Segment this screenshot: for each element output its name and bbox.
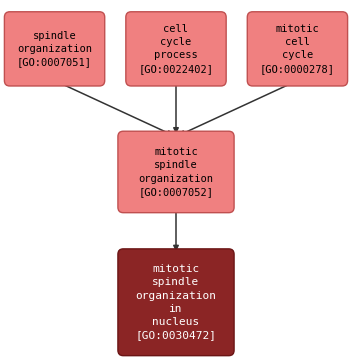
FancyBboxPatch shape [4,12,105,86]
Text: mitotic
cell
cycle
[GO:0000278]: mitotic cell cycle [GO:0000278] [260,24,335,74]
FancyBboxPatch shape [126,12,226,86]
Text: spindle
organization
[GO:0007051]: spindle organization [GO:0007051] [17,31,92,67]
FancyBboxPatch shape [118,131,234,213]
FancyBboxPatch shape [247,12,348,86]
Text: mitotic
spindle
organization
in
nucleus
[GO:0030472]: mitotic spindle organization in nucleus … [136,264,216,340]
Text: mitotic
spindle
organization
[GO:0007052]: mitotic spindle organization [GO:0007052… [138,147,214,197]
Text: cell
cycle
process
[GO:0022402]: cell cycle process [GO:0022402] [138,24,214,74]
FancyBboxPatch shape [118,249,234,355]
